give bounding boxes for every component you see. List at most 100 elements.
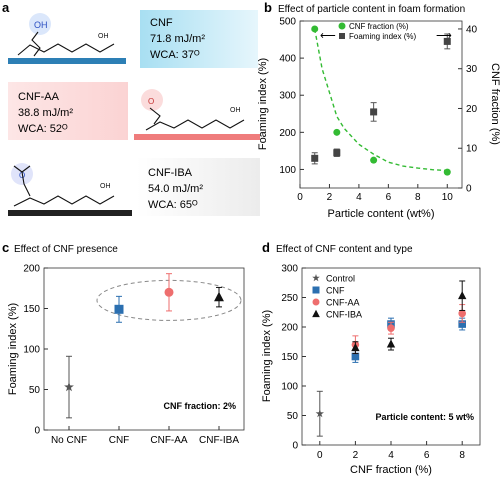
panel-b-plot: 0 2 4 6 8 10 100 200 300 400 500 0 10 20 30 40 [279, 17, 477, 204]
card-cnf-iba-wca: WCA: 65ᴼ [148, 199, 198, 211]
panel-b-legend-index-marker [339, 33, 345, 39]
card-cnf-aa-surface [134, 134, 260, 140]
panel-d-legend-label: CNF-AA [326, 298, 360, 308]
panel-b-arrow-left: ⟵ [320, 30, 336, 42]
panel-a-letter: a [2, 0, 10, 15]
card-cnf-energy: 71.8 mJ/m² [150, 33, 205, 45]
panel-b-yr-tick-label: 0 [466, 184, 472, 195]
card-cnf-aa: O OH CNF-AA 38.8 mJ/m² WCA: 52ᴼ [8, 82, 260, 140]
panel-b-x-tick-label: 10 [442, 192, 454, 203]
panel-c-ylabel: Foaming index (%) [7, 303, 19, 395]
card-cnf-molecule [17, 31, 115, 57]
panel-b-title: Effect of particle content in foam forma… [278, 4, 465, 15]
panel-d: d Effect of CNF content and type 0 2 4 6 8 0 5… [261, 240, 481, 476]
panel-d-legend: Control CNF CNF-AA CNF-IBA [312, 274, 362, 320]
panel-b-y-tick-label: 500 [279, 17, 296, 28]
panel-c-letter: c [2, 240, 9, 255]
panel-b-index-point [333, 149, 341, 157]
panel-d-y-tick-label: 200 [281, 323, 298, 334]
panel-d-legend-label: Control [326, 274, 355, 284]
panel-b-yr-tick-label: 10 [466, 144, 478, 155]
panel-b-y-tick-label: 400 [279, 54, 296, 65]
panel-b-x-tick-label: 0 [297, 192, 303, 203]
panel-b-fraction-point [443, 168, 451, 176]
panel-b-x-tick-label: 8 [415, 192, 421, 203]
panel-d-legend-label: CNF [326, 286, 345, 296]
panel-b-fraction-point [333, 128, 341, 136]
panel-d-x-tick-label: 0 [317, 450, 323, 461]
card-cnf-aa-background [8, 82, 128, 140]
panel-b-legend-fraction: CNF fraction (%) [349, 22, 409, 31]
panel-b-legend-fraction-marker [338, 22, 346, 30]
card-cnf-iba-chain-label: OH [100, 183, 111, 190]
card-cnf-iba: O OH CNF-IBA 54.0 mJ/m² WCA: 65ᴼ [8, 158, 260, 216]
panel-c: c Effect of CNF presence 0 50 100 150 200 No … [2, 240, 245, 446]
card-cnf-aa-energy: 38.8 mJ/m² [18, 107, 73, 119]
panel-d-point [458, 309, 467, 318]
card-cnf-group-highlight [29, 13, 51, 35]
card-cnf-group-label: OH [34, 20, 48, 30]
panel-b-yr-tick-label: 40 [466, 24, 478, 35]
card-cnf-aa-group-highlight [141, 89, 163, 111]
panel-b-xlabel: Particle content (wt%) [328, 208, 435, 220]
panel-d-point [315, 409, 324, 418]
panel-c-point [214, 291, 224, 302]
panel-a: a OH OH C [2, 0, 260, 216]
panel-b-legend-index: Foaming index (%) [349, 32, 416, 41]
panel-d-xlabel: CNF fraction (%) [350, 464, 432, 476]
panel-b-y-tick-label: 100 [279, 165, 296, 176]
panel-b-letter: b [264, 0, 272, 15]
card-cnf: OH OH CNF 71.8 mJ/m² WCA: 37ᴼ [8, 10, 258, 68]
panel-c-point [164, 287, 174, 297]
panel-c-x-tick-label: CNF [109, 435, 130, 446]
panel-b-fraction-point [370, 156, 378, 164]
card-cnf-name: CNF [150, 17, 173, 29]
panel-c-x-tick-label: No CNF [51, 435, 87, 446]
panel-b-x-tick-label: 4 [356, 192, 362, 203]
panel-d-y-tick-label: 100 [281, 382, 298, 393]
panel-d-legend-label: CNF-IBA [326, 310, 362, 320]
panel-d-x-tick-label: 6 [424, 450, 430, 461]
panel-c-y-tick-label: 200 [23, 264, 40, 275]
panel-c-y-tick-label: 0 [34, 426, 40, 437]
panel-d-y-tick-label: 300 [281, 264, 298, 275]
panel-b-ylabel-right: CNF fraction (%) [489, 63, 500, 145]
panel-d-x-tick-label: 4 [388, 450, 394, 461]
panel-b-x-tick-label: 2 [327, 192, 333, 203]
panel-d-plot: 0 2 4 6 8 0 50 100 150 200 250 300 [281, 264, 467, 461]
panel-d-letter: d [262, 240, 270, 255]
panel-c-point [64, 381, 74, 392]
panel-d-legend-marker [312, 286, 320, 294]
card-cnf-chain-label: OH [98, 33, 109, 40]
panel-d-x-tick-label: 8 [459, 450, 465, 461]
panel-c-point [114, 304, 124, 314]
panel-c-y-tick-label: 100 [23, 345, 40, 356]
card-cnf-aa-chain-label: OH [230, 107, 241, 114]
panel-b-ylabel: Foaming index (%) [257, 58, 269, 150]
panel-c-plot: 0 50 100 150 200 No CNF CNF CNF-AA CNF-IBA [23, 264, 242, 446]
panel-c-title: Effect of CNF presence [14, 244, 118, 255]
panel-d-point [386, 339, 396, 348]
panel-b: b Effect of particle content in foam for… [257, 0, 500, 220]
panel-b-y-tick-label: 300 [279, 91, 296, 102]
card-cnf-background [140, 10, 258, 68]
panel-d-legend-marker [312, 309, 320, 318]
panel-b-frame [299, 20, 463, 189]
panel-d-point [458, 291, 467, 300]
panel-d-point [351, 352, 360, 361]
panel-c-y-tick-label: 150 [23, 304, 40, 315]
panel-d-point [458, 320, 466, 328]
card-cnf-wca: WCA: 37ᴼ [150, 49, 200, 61]
panel-c-x-tick-label: CNF-AA [150, 435, 188, 446]
panel-b-y-tick-label: 200 [279, 128, 296, 139]
card-cnf-surface [8, 58, 126, 64]
panel-b-index-point [370, 108, 378, 116]
panel-d-y-tick-label: 250 [281, 293, 298, 304]
panel-d-x-tick-label: 2 [353, 450, 359, 461]
panel-b-yr-tick-label: 20 [466, 104, 478, 115]
panel-b-arrow-right: ⟶ [436, 30, 452, 42]
panel-d-point [387, 324, 395, 332]
panel-b-fraction-point [311, 25, 319, 33]
panel-d-ylabel: Foaming index (%) [261, 310, 273, 402]
